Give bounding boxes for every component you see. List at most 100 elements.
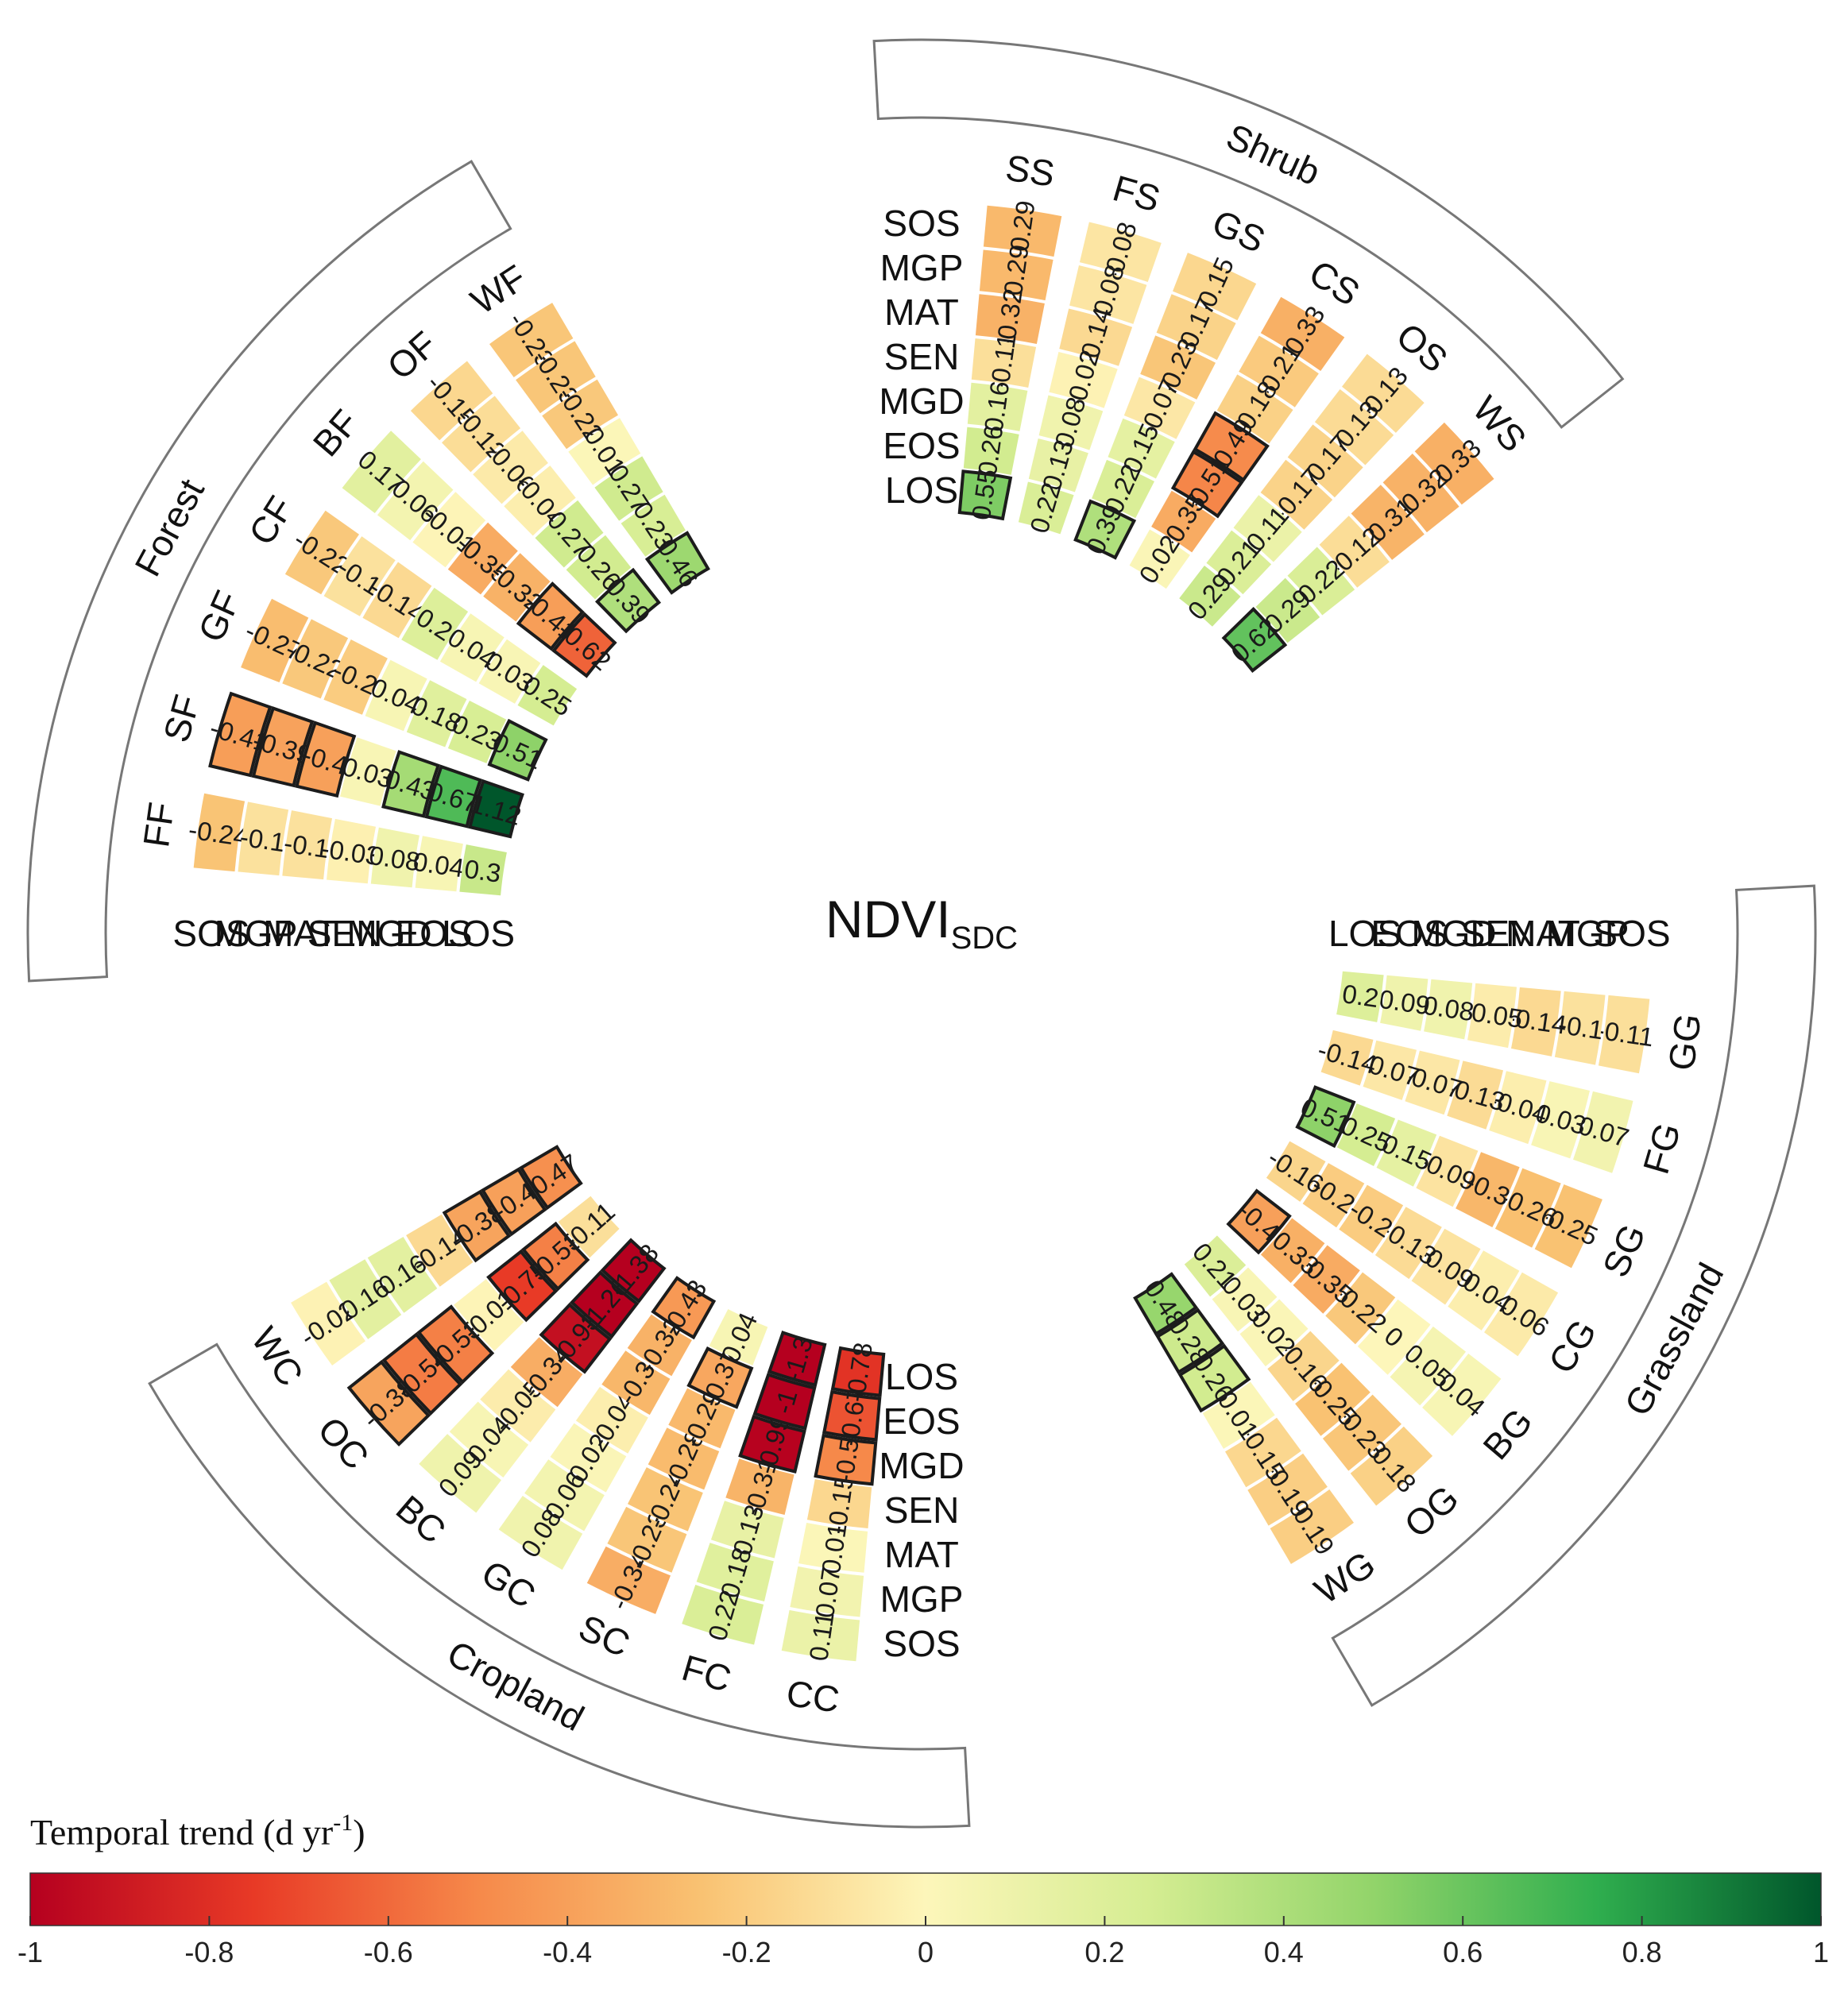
cell-ff-mat: [282, 810, 332, 880]
cell-gg-sos: [1598, 995, 1650, 1074]
significant-cell-outline: [570, 1270, 640, 1339]
cell-cc-mgd: [815, 1435, 876, 1485]
significant-cell-outline: [551, 612, 617, 678]
cell-value-ss-eos: 0.26: [972, 423, 1009, 478]
cell-gs-mgp: [1156, 294, 1236, 361]
cell-os-mat: [1287, 424, 1363, 498]
significant-cell-outline: [468, 778, 524, 839]
significant-cell-outline: [1226, 1188, 1292, 1255]
variable-label-mgp: MGP: [1546, 913, 1630, 954]
significant-cell-outline: [487, 718, 548, 782]
significant-cell-outline: [830, 1346, 886, 1397]
cell-os-mgp: [1314, 389, 1394, 465]
cell-cf-mgd: [439, 613, 505, 682]
significant-cell-outline: [381, 1332, 463, 1416]
cell-wc-mgd: [444, 1192, 509, 1261]
cell-sc-sos: [586, 1546, 671, 1614]
cell-og-los: [1184, 1235, 1247, 1297]
cell-gg-mat: [1511, 987, 1561, 1057]
cell-fg-sos: [1573, 1091, 1633, 1173]
cell-bc-sos: [419, 1434, 501, 1513]
variable-label-sos: SOS: [883, 203, 960, 244]
colorbar-tick-label: -0.6: [364, 1936, 413, 1968]
cell-cg-sen: [1374, 1207, 1442, 1280]
cell-fc-mgp: [696, 1543, 774, 1601]
cell-fs-los: [1018, 481, 1074, 535]
cell-value-cc-mgd: -0.5: [829, 1436, 864, 1485]
cell-bg-sos: [1422, 1354, 1502, 1436]
cell-value-gg-eos: 0.09: [1377, 984, 1432, 1021]
cell-cf-sen: [401, 587, 469, 660]
cell-fs-sen: [1049, 352, 1118, 408]
cell-wc-sen: [406, 1214, 474, 1287]
variable-label-mgd: MGD: [879, 1445, 964, 1486]
cell-bg-mgd: [1293, 1245, 1360, 1314]
class-label-cc: CC: [784, 1672, 842, 1721]
cell-oc-sos: [349, 1362, 429, 1445]
cell-fg-eos: [1363, 1040, 1417, 1100]
cell-wc-mat: [367, 1237, 438, 1313]
cell-wg-mgp: [1247, 1453, 1328, 1526]
variable-label-sen: SEN: [884, 336, 960, 377]
cell-cf-los: [517, 665, 578, 726]
cell-oc-mgd: [488, 1251, 556, 1320]
cell-og-mgp: [1322, 1394, 1401, 1471]
cell-gs-sen: [1123, 377, 1196, 439]
variable-label-los: LOS: [1328, 913, 1401, 954]
cell-sf-eos: [427, 767, 481, 827]
cell-wg-sen: [1202, 1381, 1275, 1449]
cell-oc-mgp: [384, 1334, 461, 1413]
class-label-fc: FC: [678, 1647, 736, 1700]
class-label-gs: GS: [1206, 202, 1271, 261]
cell-wf-mgd: [594, 456, 663, 521]
class-label-cs: CS: [1302, 252, 1367, 314]
significant-cell-outline: [381, 750, 441, 818]
cell-fg-los: [1320, 1029, 1374, 1086]
cell-sf-mgd: [383, 751, 439, 817]
cell-bf-mgp: [377, 461, 454, 541]
cell-gg-sen: [1467, 983, 1517, 1049]
center-title: NDVISDC: [825, 890, 1018, 956]
significant-cell-outline: [520, 1221, 590, 1292]
cell-value-cc-sos: 0.11: [803, 1610, 839, 1663]
cell-value-gg-los: 0.2: [1340, 979, 1381, 1013]
cell-of-mat: [473, 431, 548, 504]
significant-cell-outline: [480, 1167, 547, 1237]
cell-wg-sos: [1270, 1489, 1354, 1564]
cell-cc-mat: [798, 1523, 868, 1573]
significant-cell-outline: [1295, 1085, 1356, 1149]
cell-ff-los: [459, 844, 507, 896]
variable-label-sos: SOS: [1593, 913, 1670, 954]
cell-bf-mat: [412, 492, 486, 568]
cell-bg-mat: [1357, 1299, 1431, 1375]
class-label-sc: SC: [573, 1606, 636, 1665]
class-label-bf: BF: [305, 402, 367, 464]
cell-fs-mat: [1059, 308, 1133, 366]
cell-value-ss-mgd: 0.16: [979, 379, 1015, 434]
colorbar-tick-label: 0.6: [1443, 1936, 1483, 1968]
variable-label-mat: MAT: [1506, 913, 1580, 954]
cell-fs-mgp: [1069, 265, 1147, 324]
cell-sg-mgd: [1376, 1119, 1437, 1187]
class-label-fs: FS: [1108, 167, 1165, 219]
colorbar-tick-label: -0.2: [722, 1936, 771, 1968]
cell-cg-sos: [1484, 1272, 1559, 1357]
cell-cs-eos: [1151, 490, 1216, 553]
cell-cs-sos: [1260, 296, 1345, 371]
cell-cs-mgd: [1173, 451, 1242, 516]
cell-cg-los: [1266, 1141, 1326, 1202]
group-frame-cropland: [148, 1342, 971, 1829]
variable-label-mat: MAT: [884, 292, 959, 333]
cell-ss-los: [959, 471, 1011, 519]
variable-label-los: LOS: [885, 469, 958, 511]
colorbar-tick-label: -0.4: [543, 1936, 592, 1968]
cell-os-sen: [1260, 459, 1333, 530]
cell-wc-eos: [482, 1169, 545, 1234]
cell-cf-mgp: [323, 536, 396, 616]
significant-cell-outline: [752, 1372, 817, 1431]
variable-label-sen: SEN: [884, 1489, 960, 1531]
cell-gf-sen: [365, 659, 427, 732]
cell-bc-sen: [510, 1337, 583, 1408]
cell-cg-mat: [1411, 1228, 1481, 1305]
significant-cell-outline: [1155, 1308, 1225, 1375]
